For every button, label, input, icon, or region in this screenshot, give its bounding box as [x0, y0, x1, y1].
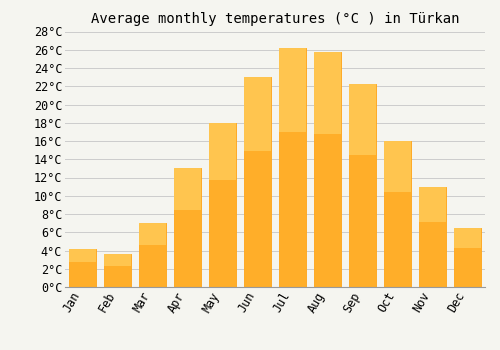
Bar [350, 84, 376, 287]
Bar [314, 51, 340, 287]
Bar [280, 48, 305, 287]
Bar [384, 141, 410, 287]
Bar [420, 187, 446, 287]
Bar [140, 223, 166, 287]
Bar [420, 187, 446, 222]
Bar [454, 228, 480, 287]
Bar [210, 123, 236, 287]
Bar [174, 168, 201, 287]
Bar [314, 51, 340, 134]
Bar [104, 254, 130, 287]
Bar [314, 51, 340, 287]
Bar [140, 223, 166, 245]
Bar [104, 254, 130, 287]
Bar [350, 84, 376, 287]
Bar [244, 77, 270, 287]
Bar [210, 123, 236, 180]
Bar [280, 48, 305, 287]
Title: Average monthly temperatures (°C ) in Türkan: Average monthly temperatures (°C ) in Tü… [91, 12, 459, 26]
Bar [454, 228, 480, 248]
Bar [70, 248, 96, 262]
Bar [210, 123, 236, 287]
Bar [280, 48, 305, 132]
Bar [70, 248, 96, 287]
Bar [244, 77, 270, 287]
Bar [384, 141, 410, 287]
Bar [70, 248, 96, 287]
Bar [244, 77, 270, 150]
Bar [140, 223, 166, 287]
Bar [174, 168, 201, 287]
Bar [454, 228, 480, 287]
Bar [174, 168, 201, 210]
Bar [350, 84, 376, 155]
Bar [420, 187, 446, 287]
Bar [104, 254, 130, 266]
Bar [384, 141, 410, 192]
